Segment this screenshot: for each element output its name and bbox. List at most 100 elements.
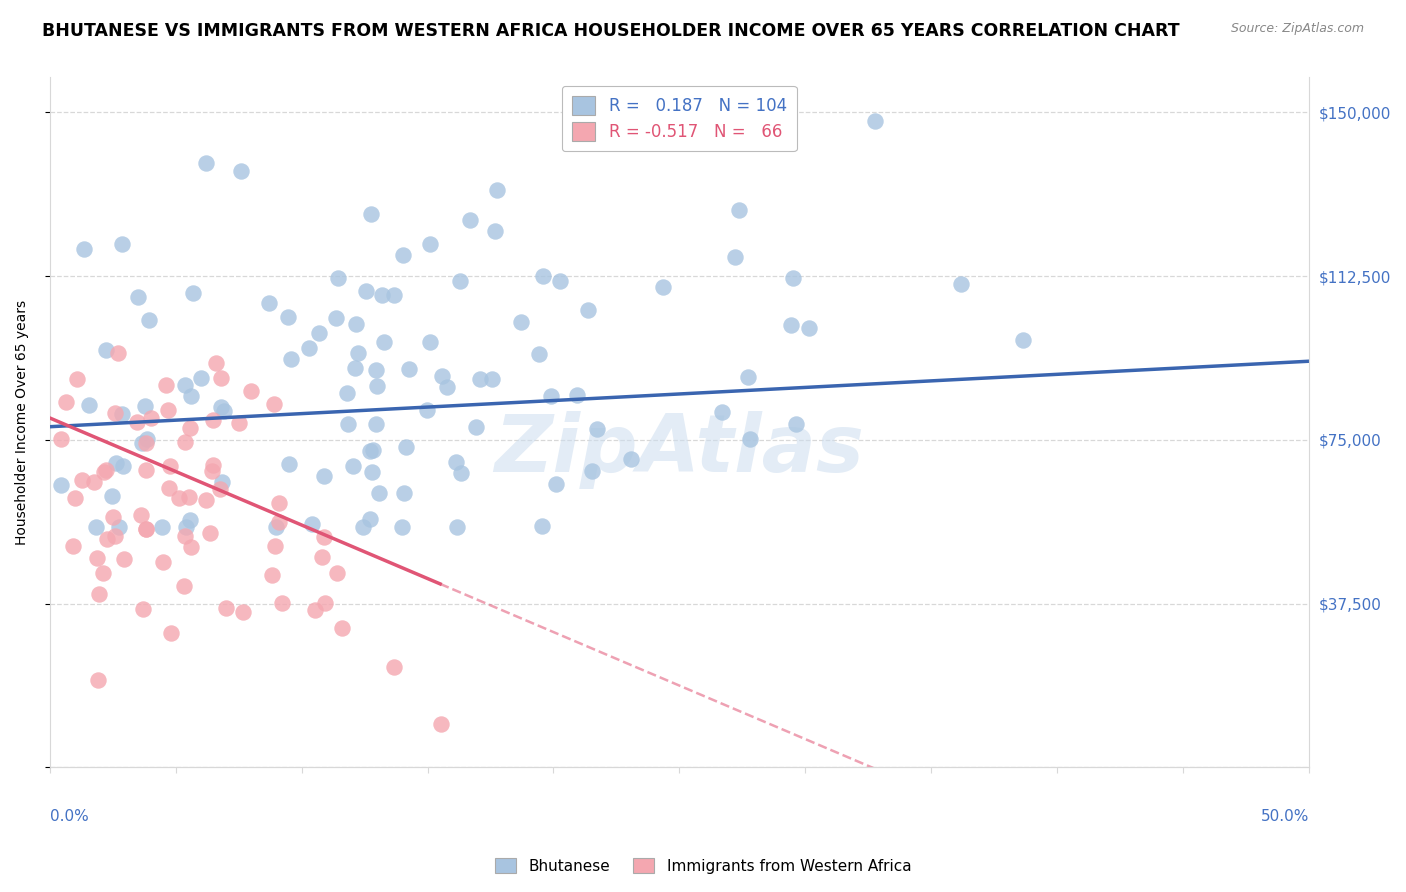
Point — [343, 360, 366, 375]
Point — [384, 659, 406, 673]
Point — [103, 510, 125, 524]
Point — [330, 621, 353, 635]
Point — [73, 242, 96, 256]
Point — [91, 566, 114, 580]
Point — [155, 378, 177, 392]
Point — [179, 513, 201, 527]
Point — [89, 587, 111, 601]
Point — [277, 457, 299, 471]
Point — [620, 452, 643, 467]
Point — [132, 602, 155, 616]
Point — [201, 413, 224, 427]
Point — [382, 287, 405, 301]
Point — [174, 529, 197, 543]
Point — [266, 520, 288, 534]
Point — [436, 380, 458, 394]
Point — [359, 512, 381, 526]
Point — [208, 483, 231, 497]
Point — [450, 467, 472, 481]
Point — [105, 457, 128, 471]
Point — [135, 523, 157, 537]
Point — [449, 274, 471, 288]
Point — [55, 395, 77, 409]
Point — [416, 403, 439, 417]
Point — [481, 372, 503, 386]
Point — [724, 250, 747, 264]
Point — [96, 343, 118, 358]
Point — [737, 370, 759, 384]
Point — [152, 555, 174, 569]
Point — [212, 404, 235, 418]
Point — [314, 530, 336, 544]
Point — [392, 486, 415, 500]
Point — [347, 345, 370, 359]
Point — [312, 468, 335, 483]
Point — [361, 443, 384, 458]
Point — [419, 237, 441, 252]
Point — [107, 346, 129, 360]
Point — [710, 405, 733, 419]
Point — [314, 596, 336, 610]
Point — [392, 248, 415, 262]
Point — [485, 183, 508, 197]
Text: Source: ZipAtlas.com: Source: ZipAtlas.com — [1230, 22, 1364, 36]
Point — [87, 673, 110, 687]
Point — [430, 368, 453, 383]
Point — [337, 417, 360, 432]
Point — [200, 525, 222, 540]
Point — [96, 532, 118, 546]
Point — [371, 288, 394, 302]
Point — [280, 351, 302, 366]
Point — [419, 334, 441, 349]
Point — [180, 389, 202, 403]
Point — [446, 520, 468, 534]
Point — [264, 539, 287, 553]
Point — [269, 496, 291, 510]
Point — [179, 421, 201, 435]
Point — [215, 600, 238, 615]
Point — [83, 475, 105, 490]
Point — [174, 377, 197, 392]
Point — [211, 475, 233, 489]
Point — [257, 296, 280, 310]
Point — [173, 434, 195, 449]
Point — [135, 463, 157, 477]
Point — [112, 552, 135, 566]
Point — [260, 568, 283, 582]
Point — [531, 268, 554, 283]
Point — [430, 716, 453, 731]
Point — [326, 566, 349, 580]
Point — [304, 603, 326, 617]
Point — [49, 478, 72, 492]
Point — [460, 212, 482, 227]
Point — [157, 482, 180, 496]
Point — [131, 436, 153, 450]
Point — [576, 302, 599, 317]
Point — [205, 356, 228, 370]
Point — [202, 458, 225, 472]
Point — [267, 515, 290, 529]
Point — [201, 464, 224, 478]
Point — [373, 334, 395, 349]
Point — [167, 491, 190, 505]
Point — [111, 407, 134, 421]
Point — [63, 491, 86, 506]
Point — [949, 277, 972, 291]
Point — [540, 389, 562, 403]
Point — [111, 458, 134, 473]
Point — [70, 473, 93, 487]
Point — [865, 114, 887, 128]
Point — [107, 520, 129, 534]
Point — [229, 163, 252, 178]
Point — [546, 476, 568, 491]
Point — [94, 463, 117, 477]
Point — [354, 284, 377, 298]
Point — [84, 520, 107, 534]
Point — [565, 388, 588, 402]
Point — [468, 372, 491, 386]
Point — [391, 520, 413, 534]
Point — [352, 520, 374, 534]
Point — [785, 417, 807, 431]
Point — [125, 415, 148, 429]
Point — [548, 274, 571, 288]
